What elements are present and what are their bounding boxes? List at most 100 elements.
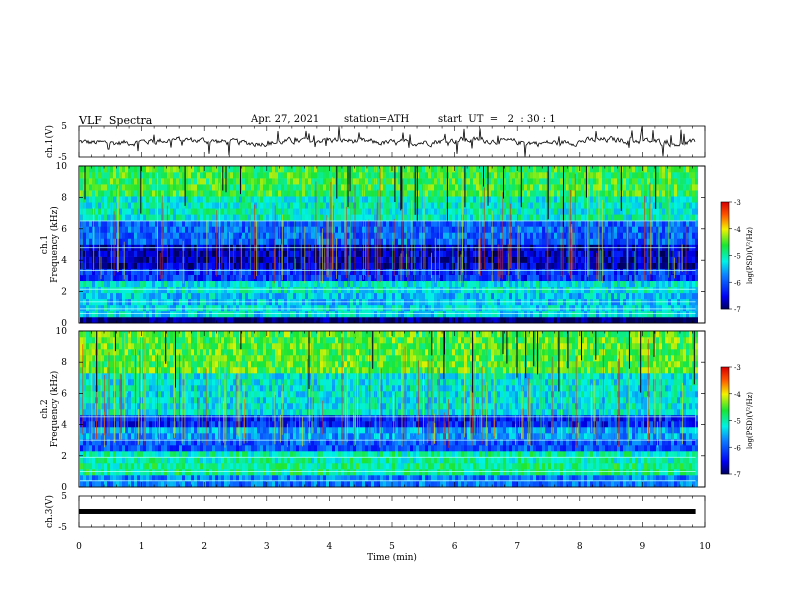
spectrogram-cell — [245, 286, 248, 294]
spectrogram-cell — [191, 190, 194, 197]
spectrogram-cell — [284, 232, 287, 239]
spectrogram-cell — [503, 202, 506, 209]
spectrogram-cell — [230, 214, 233, 221]
spectrogram-cell — [323, 202, 326, 209]
spectrogram-cell — [170, 172, 173, 179]
spectrogram-cell — [179, 190, 182, 197]
spectrogram-cell — [380, 280, 383, 288]
spectrogram-cell — [89, 286, 92, 294]
spectrogram-cell — [179, 196, 182, 203]
spectrogram-cell — [269, 184, 272, 191]
spectrogram-cell — [191, 286, 194, 294]
spectrogram-cell — [623, 286, 626, 294]
spectrogram-cell — [572, 274, 575, 282]
spectrogram-cell — [395, 286, 398, 294]
spectrogram-cell — [122, 280, 125, 288]
spectrogram-cell — [608, 304, 611, 312]
spectrogram-cell — [290, 304, 293, 312]
spectrogram-cell — [482, 274, 485, 282]
spectrogram-cell — [410, 280, 413, 288]
spectrogram-cell — [191, 316, 194, 324]
spectrogram-cell — [602, 232, 605, 239]
figure-title: VLF Spectra — [79, 114, 153, 127]
spectrogram-cell — [260, 178, 263, 185]
spectrogram-cell — [605, 304, 608, 312]
spectrogram-cell — [545, 166, 548, 173]
spectrogram-cell — [536, 274, 539, 282]
spectrogram-cell — [200, 220, 203, 227]
spectrogram-cell — [470, 250, 473, 257]
spectrogram-cell — [557, 238, 560, 245]
spectrogram-cell — [473, 238, 476, 245]
spectrogram-cell — [86, 268, 89, 275]
spectrogram-cell — [527, 220, 530, 227]
spectrogram-cell — [368, 190, 371, 197]
spectrogram-cell — [509, 178, 512, 185]
spectrogram-cell — [101, 232, 104, 239]
spectrogram-cell — [536, 214, 539, 221]
spectrogram-cell — [158, 196, 161, 203]
spectrogram-cell — [371, 316, 374, 324]
spectrogram-cell — [386, 178, 389, 185]
spectrogram-cell — [212, 226, 215, 233]
spectrogram-cell — [233, 184, 236, 191]
spectrogram-cell — [365, 316, 368, 324]
spectrogram-cell — [89, 202, 92, 209]
spectrogram-cell — [137, 190, 140, 197]
spectrogram-cell — [557, 214, 560, 221]
spectrogram-cell — [383, 184, 386, 191]
spectrogram-cell — [257, 172, 260, 179]
spectrogram-cell — [383, 280, 386, 288]
spectrogram-cell — [443, 316, 446, 324]
spectrogram-cell — [200, 274, 203, 282]
spectrogram-cell — [323, 232, 326, 239]
spectrogram-cell — [614, 172, 617, 179]
spectrogram-cell — [551, 250, 554, 257]
spectrogram-cell — [572, 286, 575, 294]
spectrogram-cell — [626, 202, 629, 209]
spectrogram-cell — [257, 190, 260, 197]
spectrogram-cell — [254, 220, 257, 227]
spectrogram-cell — [197, 262, 200, 269]
spectrogram-cell — [221, 238, 224, 245]
spectrogram-cell — [86, 208, 89, 215]
spectrogram-cell — [497, 292, 500, 300]
spectrogram-cell — [371, 172, 374, 179]
spectrogram-cell — [590, 250, 593, 257]
spectrogram-cell — [122, 238, 125, 245]
spectrogram-cell — [86, 310, 89, 318]
spectrogram-cell — [611, 220, 614, 227]
spectrogram-cell — [107, 202, 110, 209]
spectrogram-cell — [617, 226, 620, 233]
spectrogram-cell — [557, 250, 560, 257]
spectrogram-cell — [479, 316, 482, 324]
spectrogram-cell — [245, 274, 248, 282]
spectrogram-cell — [476, 214, 479, 221]
spectrogram-cell — [488, 172, 491, 179]
spectrogram-cell — [305, 232, 308, 239]
spectrogram-cell — [515, 178, 518, 185]
spectrogram-cell — [206, 202, 209, 209]
spectrogram-cell — [245, 190, 248, 197]
spectrogram-cell — [266, 256, 269, 263]
spectrogram-cell — [401, 286, 404, 294]
spectrogram-cell — [200, 268, 203, 275]
spectrogram-cell — [629, 202, 632, 209]
spectrogram-cell — [242, 196, 245, 203]
spectrogram-cell — [233, 178, 236, 185]
spectrogram-cell — [581, 238, 584, 245]
spectrogram-cell — [197, 166, 200, 173]
spectrogram-cell — [284, 196, 287, 203]
spectrogram-cell — [329, 172, 332, 179]
spectrogram-cell — [527, 310, 530, 318]
spectrogram-cell — [380, 208, 383, 215]
spectrogram-cell — [527, 274, 530, 282]
spectrogram-cell — [506, 232, 509, 239]
spectrogram-cell — [257, 202, 260, 209]
spectrogram-cell — [386, 304, 389, 312]
spectrogram-cell — [578, 250, 581, 257]
spectrogram-cell — [149, 310, 152, 318]
spectrogram-cell — [263, 202, 266, 209]
spectrogram-cell — [302, 280, 305, 288]
spectrogram-cell — [290, 208, 293, 215]
